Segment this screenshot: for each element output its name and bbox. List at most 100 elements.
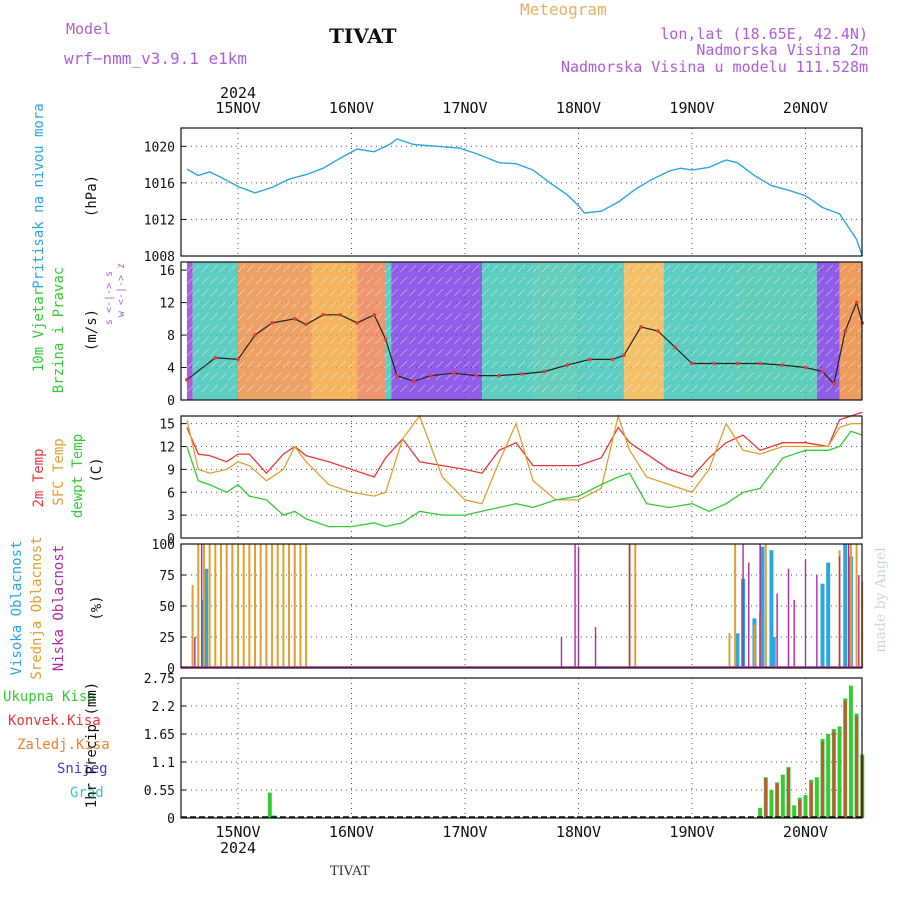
wind-barb — [338, 372, 346, 381]
wind-barb — [857, 372, 865, 381]
wind-barb — [550, 348, 559, 357]
sfc-ylabel: SFC Temp — [51, 438, 67, 505]
wind-barb — [541, 300, 550, 309]
wind-barb — [690, 372, 698, 381]
wind-barb — [320, 348, 328, 357]
wind-barb — [764, 336, 772, 345]
wind-barb — [690, 276, 698, 285]
wind-barb — [347, 384, 355, 393]
wind-barb — [541, 360, 550, 369]
wind-barb — [755, 372, 763, 381]
wind-barb — [596, 276, 604, 285]
wind-barb — [445, 324, 453, 333]
low-cloud-bar — [787, 568, 790, 668]
wind-barb — [559, 384, 568, 393]
wind-speed-point — [213, 355, 218, 360]
wind-barb — [816, 360, 825, 369]
wind-barb — [201, 372, 209, 381]
wind-barb — [436, 264, 444, 273]
y-tick-label: 50 — [159, 600, 175, 615]
wind-barb — [825, 372, 834, 381]
wind-barb — [532, 360, 541, 369]
wind-barb — [246, 288, 255, 297]
wind-barb — [264, 324, 273, 333]
wind-barb — [409, 300, 417, 309]
wind-barb — [672, 276, 680, 285]
wind-barb — [587, 288, 595, 297]
wind-barb — [329, 324, 337, 333]
total-precip-bar — [267, 792, 272, 818]
wind-barb — [365, 348, 374, 357]
wind-barb — [210, 360, 218, 369]
wind-barb — [746, 372, 754, 381]
wind-barb — [699, 300, 707, 309]
wind-barb — [605, 384, 613, 393]
wind-barb — [264, 336, 273, 345]
wind-barb — [255, 312, 264, 321]
wind-barb — [623, 312, 632, 321]
wind-barb — [773, 300, 781, 309]
wind-speed-point — [395, 373, 399, 378]
wind-barb — [472, 348, 480, 357]
wind-speed-point — [656, 329, 660, 333]
wind-barb — [201, 324, 209, 333]
wind-barb — [228, 324, 236, 333]
wind-speed-point — [712, 361, 717, 366]
wind-barb — [472, 300, 480, 309]
wind-barb — [587, 312, 595, 321]
wind-barb — [672, 336, 680, 345]
wind-barb — [418, 348, 426, 357]
wind-barb — [273, 372, 282, 381]
wind-barb — [809, 276, 817, 285]
temp-unit: (C) — [89, 457, 105, 482]
wind-speed-point — [372, 312, 377, 317]
wind-barb — [219, 312, 227, 321]
temp2m-line — [186, 411, 863, 478]
wind-barb — [650, 300, 659, 309]
wind-barb — [650, 384, 659, 393]
wind-barb — [699, 360, 707, 369]
wind-barb — [839, 384, 847, 393]
wind-barb — [264, 360, 273, 369]
total-precip-bar — [792, 805, 797, 818]
wind-barb — [291, 300, 300, 309]
mid-cloud-bar — [753, 624, 756, 668]
wind-barb — [596, 360, 604, 369]
wind-barb — [436, 360, 444, 369]
wind-barb — [400, 288, 408, 297]
wind-band — [816, 262, 840, 400]
wind-barb — [541, 372, 550, 381]
y-tick-label: 2.2 — [152, 700, 175, 715]
wind-barb — [329, 360, 337, 369]
wind-barb — [825, 264, 834, 273]
wind-barb — [499, 288, 508, 297]
wind-barb — [717, 300, 725, 309]
wind-barb — [201, 336, 209, 345]
wind-barb — [338, 300, 346, 309]
wind-barb — [755, 324, 763, 333]
wind-barb — [717, 384, 725, 393]
wind-barb — [391, 300, 399, 309]
wind-barb — [517, 276, 526, 285]
wind-speed-point — [565, 363, 569, 367]
wind-barb — [550, 276, 559, 285]
wind-barb — [782, 384, 790, 393]
wind-band — [839, 262, 862, 400]
wind-barb — [681, 276, 689, 285]
wind-barb — [356, 348, 365, 357]
wind-barb — [517, 300, 526, 309]
wind-barb — [726, 276, 734, 285]
wind-barb — [650, 288, 659, 297]
wind-barb — [578, 372, 586, 381]
mid-cloud-bar — [855, 544, 858, 668]
mid-cloud-bar — [849, 544, 852, 668]
wind-barb — [210, 384, 218, 393]
wind-barb — [672, 384, 680, 393]
wind-barb — [641, 372, 650, 381]
wind-barb — [356, 372, 365, 381]
wind-barb — [273, 288, 282, 297]
dew-ylabel: dewpt Temp — [70, 434, 86, 518]
wind-barb — [409, 384, 417, 393]
wind-barb — [681, 384, 689, 393]
